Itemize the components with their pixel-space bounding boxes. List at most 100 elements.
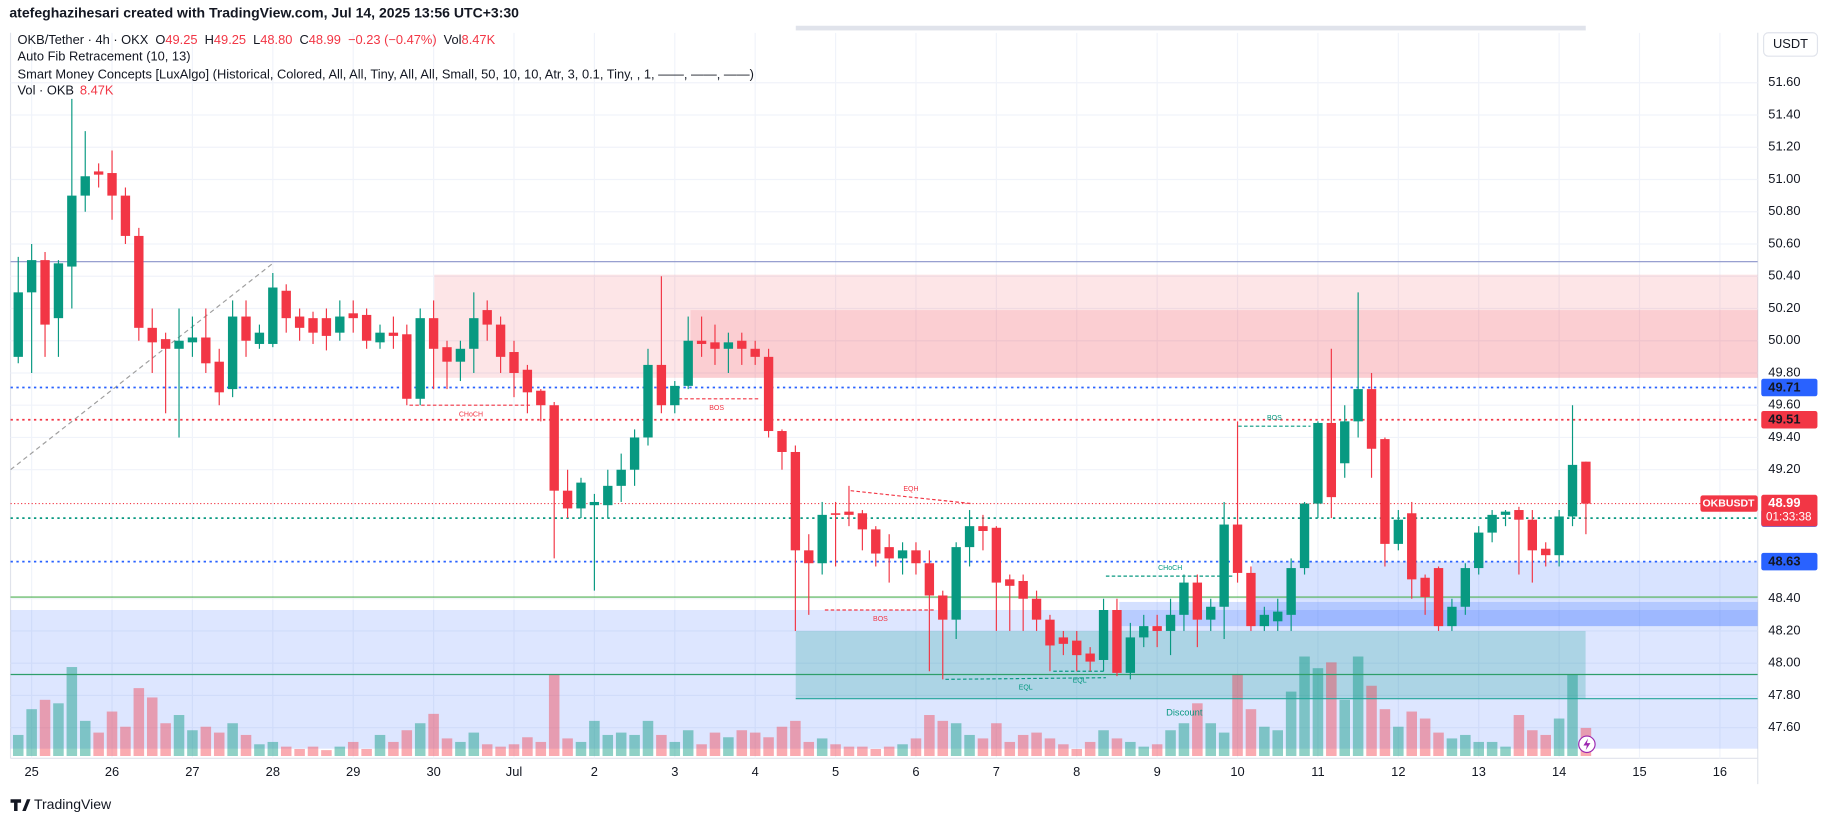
volume-bar — [1125, 741, 1136, 756]
candle-body — [469, 318, 479, 349]
volume-bar — [1312, 668, 1324, 756]
volume-bar — [187, 730, 198, 756]
volume-bar — [1044, 738, 1056, 756]
level-tag — [1761, 410, 1818, 429]
level-tag-label: 49.71 — [1768, 379, 1800, 394]
candle-body — [26, 260, 37, 293]
volume-bar — [723, 737, 734, 756]
volume-bar — [93, 732, 104, 756]
volume-bar — [254, 744, 265, 756]
legend-key: Vol — [444, 32, 462, 47]
legend-key: O — [155, 32, 165, 47]
x-tick-label: 5 — [832, 764, 839, 779]
volume-legend-name: Vol · OKB — [18, 83, 74, 98]
volume-bar — [1259, 726, 1270, 756]
candle-body — [804, 550, 814, 564]
candle-body — [522, 369, 533, 393]
candle-body — [1541, 548, 1551, 556]
candle-body — [1581, 461, 1591, 504]
volume-bar — [1433, 732, 1444, 756]
candle-body — [723, 342, 734, 349]
currency-button[interactable] — [1763, 32, 1819, 57]
y-tick-label: 48.00 — [1768, 655, 1800, 670]
y-tick-label: 51.40 — [1768, 106, 1800, 121]
attribution: atefeghazihesari created with TradingVie… — [9, 5, 519, 21]
candle-body — [1527, 519, 1538, 551]
candle-body — [160, 339, 171, 349]
legend-key: C — [299, 32, 308, 47]
volume-bar — [79, 720, 91, 756]
candle-body — [951, 547, 961, 620]
candle-body — [1219, 524, 1229, 607]
scrollbar[interactable] — [795, 25, 1586, 31]
candle-body — [482, 310, 492, 325]
volume-bar — [1406, 711, 1417, 756]
volume-bar — [1098, 730, 1109, 756]
candle-body — [938, 595, 948, 620]
y-tick-label: 50.40 — [1768, 268, 1800, 283]
structure-label: EQL — [1019, 685, 1033, 692]
volume-bar — [106, 711, 118, 756]
volume-bar — [843, 746, 855, 756]
volume-bar — [830, 744, 841, 756]
volume-bar — [173, 715, 185, 756]
structure-label: EQL — [1073, 677, 1087, 684]
candle-body — [562, 490, 573, 509]
candle-body — [1273, 611, 1283, 622]
level-tag — [1761, 552, 1818, 571]
structure-label: BOS — [1267, 415, 1282, 422]
brand-name: TradingView — [34, 796, 112, 812]
volume-bar — [481, 744, 493, 756]
candle-body — [241, 316, 251, 341]
volume-bar — [1138, 746, 1150, 756]
zone — [690, 310, 1758, 378]
candle-body — [670, 385, 680, 406]
candle-body — [294, 316, 305, 328]
legend-key: L — [253, 32, 260, 47]
candle-body — [67, 195, 77, 267]
volume-bar — [1527, 730, 1538, 756]
volume-bar — [1084, 741, 1096, 756]
zone-label: Discount — [1166, 708, 1203, 718]
volume-bar — [937, 720, 949, 756]
volume-bar — [776, 726, 788, 756]
candle-body — [268, 287, 278, 344]
volume-bar — [736, 730, 748, 756]
volume-bar — [1326, 662, 1337, 756]
volume-bar — [428, 713, 439, 756]
volume-bar — [388, 741, 399, 756]
candle-body — [227, 316, 238, 390]
x-tick-label: 10 — [1230, 764, 1244, 779]
candle-body — [40, 260, 50, 325]
candle-body — [1313, 422, 1323, 504]
volume-bar — [120, 726, 131, 756]
x-tick-label: 25 — [24, 764, 38, 779]
volume-bar — [213, 732, 225, 756]
candle-body — [1433, 568, 1444, 627]
volume-bar — [1393, 726, 1404, 756]
candle-body — [1058, 637, 1069, 644]
volume-bar — [1071, 748, 1083, 756]
brand-logo[interactable]: TradingView — [10, 796, 112, 812]
volume-bar — [1299, 656, 1310, 756]
candle-body — [1500, 511, 1511, 515]
volume-bar — [455, 741, 466, 756]
candle-body — [1072, 640, 1082, 656]
volume-bar — [615, 732, 627, 756]
volume-bar — [1272, 730, 1284, 756]
volume-bar — [200, 726, 212, 756]
structure-label: BOS — [709, 405, 724, 412]
volume-bar — [696, 744, 707, 756]
volume-bar — [1500, 746, 1511, 756]
candle-body — [107, 173, 117, 196]
y-tick-label: 48.20 — [1768, 622, 1800, 637]
volume-bar — [897, 744, 908, 756]
volume-bar — [991, 723, 1002, 756]
y-tick-label: 51.00 — [1768, 171, 1800, 186]
volume-bar — [870, 748, 882, 756]
x-tick-label: 28 — [266, 764, 280, 779]
volume-bar — [1245, 709, 1257, 756]
volume-bar — [1352, 656, 1364, 756]
x-tick-label: 11 — [1311, 764, 1324, 779]
